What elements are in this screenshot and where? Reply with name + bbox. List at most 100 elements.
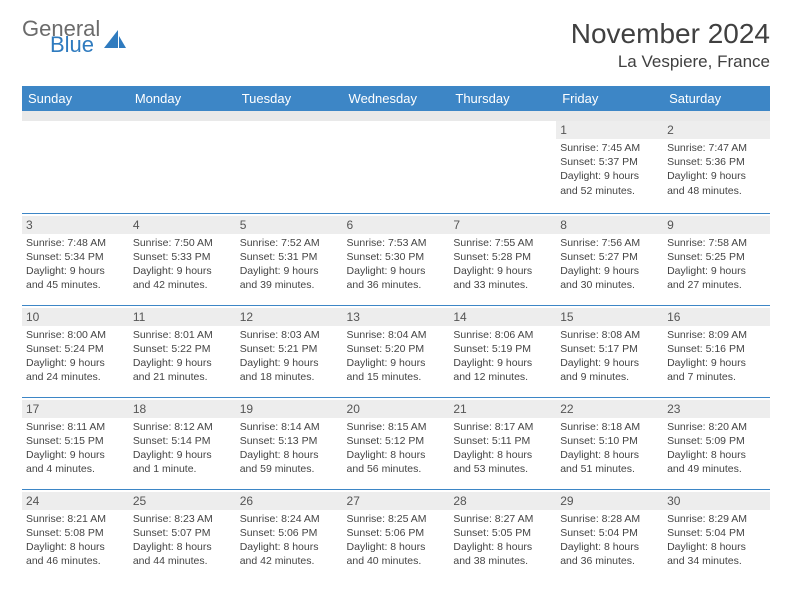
sunrise-text: Sunrise: 8:17 AM [453,420,552,434]
daylight-text: Daylight: 9 hours and 52 minutes. [560,169,659,197]
day-number: 1 [556,121,663,139]
day-number: 19 [236,400,343,418]
sunrise-text: Sunrise: 7:47 AM [667,141,766,155]
calendar-table: Sunday Monday Tuesday Wednesday Thursday… [22,86,770,581]
sunset-text: Sunset: 5:30 PM [347,250,446,264]
calendar-cell: 20Sunrise: 8:15 AMSunset: 5:12 PMDayligh… [343,397,450,489]
day-info: Sunrise: 8:00 AMSunset: 5:24 PMDaylight:… [26,328,125,385]
daylight-text: Daylight: 8 hours and 44 minutes. [133,540,232,568]
sunset-text: Sunset: 5:20 PM [347,342,446,356]
calendar-cell: 15Sunrise: 8:08 AMSunset: 5:17 PMDayligh… [556,305,663,397]
calendar-week: 1Sunrise: 7:45 AMSunset: 5:37 PMDaylight… [22,121,770,213]
sunrise-text: Sunrise: 8:25 AM [347,512,446,526]
sunset-text: Sunset: 5:13 PM [240,434,339,448]
calendar-cell: 13Sunrise: 8:04 AMSunset: 5:20 PMDayligh… [343,305,450,397]
col-friday: Friday [556,86,663,111]
sunset-text: Sunset: 5:19 PM [453,342,552,356]
calendar-cell: 29 Sunrise: 8:28 AMSunset: 5:04 PMDayligh… [556,489,663,581]
day-number: 8 [556,216,663,234]
day-info: Sunrise: 8:27 AMSunset: 5:05 PMDaylight:… [453,512,552,569]
sunrise-text: Sunrise: 8:12 AM [133,420,232,434]
sunset-text: Sunset: 5:15 PM [26,434,125,448]
day-info: Sunrise: 8:29 AMSunset: 5:04 PMDaylight:… [667,512,766,569]
calendar-cell: 25Sunrise: 8:23 AMSunset: 5:07 PMDayligh… [129,489,236,581]
sunrise-text: Sunrise: 8:20 AM [667,420,766,434]
sunrise-text: Sunrise: 7:53 AM [347,236,446,250]
calendar-cell: 11 Sunrise: 8:01 AMSunset: 5:22 PMDayligh… [129,305,236,397]
day-info: Sunrise: 8:11 AMSunset: 5:15 PMDaylight:… [26,420,125,477]
day-info: Sunrise: 7:58 AMSunset: 5:25 PMDaylight:… [667,236,766,293]
calendar-cell [129,121,236,213]
calendar-cell: 8 Sunrise: 7:56 AMSunset: 5:27 PMDaylight… [556,213,663,305]
daylight-text: Daylight: 9 hours and 48 minutes. [667,169,766,197]
day-info: Sunrise: 8:23 AMSunset: 5:07 PMDaylight:… [133,512,232,569]
day-number: 15 [556,308,663,326]
day-number: 2 [663,121,770,139]
day-info: Sunrise: 8:17 AMSunset: 5:11 PMDaylight:… [453,420,552,477]
month-title: November 2024 [571,18,770,50]
day-number: 21 [449,400,556,418]
day-info: Sunrise: 8:01 AMSunset: 5:22 PMDaylight:… [133,328,232,385]
sunrise-text: Sunrise: 7:50 AM [133,236,232,250]
col-wednesday: Wednesday [343,86,450,111]
header-spacer [22,111,770,121]
calendar-cell: 16Sunrise: 8:09 AMSunset: 5:16 PMDayligh… [663,305,770,397]
day-info: Sunrise: 7:56 AMSunset: 5:27 PMDaylight:… [560,236,659,293]
day-info: Sunrise: 8:25 AMSunset: 5:06 PMDaylight:… [347,512,446,569]
day-number: 5 [236,216,343,234]
sunrise-text: Sunrise: 7:45 AM [560,141,659,155]
calendar-cell: 9 Sunrise: 7:58 AMSunset: 5:25 PMDaylight… [663,213,770,305]
sunset-text: Sunset: 5:04 PM [667,526,766,540]
sunrise-text: Sunrise: 8:04 AM [347,328,446,342]
day-number: 6 [343,216,450,234]
day-number: 4 [129,216,236,234]
daylight-text: Daylight: 9 hours and 27 minutes. [667,264,766,292]
sunset-text: Sunset: 5:22 PM [133,342,232,356]
sunrise-text: Sunrise: 8:03 AM [240,328,339,342]
daylight-text: Daylight: 9 hours and 24 minutes. [26,356,125,384]
sunrise-text: Sunrise: 8:08 AM [560,328,659,342]
calendar-cell: 3Sunrise: 7:48 AMSunset: 5:34 PMDaylight… [22,213,129,305]
logo-text: General Blue [22,18,100,56]
sunrise-text: Sunrise: 7:55 AM [453,236,552,250]
day-info: Sunrise: 8:14 AMSunset: 5:13 PMDaylight:… [240,420,339,477]
calendar-cell [449,121,556,213]
calendar-cell: 27 Sunrise: 8:25 AMSunset: 5:06 PMDayligh… [343,489,450,581]
calendar-cell: 5Sunrise: 7:52 AMSunset: 5:31 PMDaylight… [236,213,343,305]
sunset-text: Sunset: 5:04 PM [560,526,659,540]
day-number: 14 [449,308,556,326]
col-thursday: Thursday [449,86,556,111]
daylight-text: Daylight: 9 hours and 42 minutes. [133,264,232,292]
day-number: 9 [663,216,770,234]
sunrise-text: Sunrise: 8:11 AM [26,420,125,434]
col-sunday: Sunday [22,86,129,111]
sunrise-text: Sunrise: 8:09 AM [667,328,766,342]
day-number: 11 [129,308,236,326]
daylight-text: Daylight: 8 hours and 34 minutes. [667,540,766,568]
sunrise-text: Sunrise: 8:01 AM [133,328,232,342]
day-info: Sunrise: 8:28 AMSunset: 5:04 PMDaylight:… [560,512,659,569]
daylight-text: Daylight: 9 hours and 7 minutes. [667,356,766,384]
calendar-week: 10Sunrise: 8:00 AMSunset: 5:24 PMDayligh… [22,305,770,397]
day-number: 28 [449,492,556,510]
calendar-week: 24Sunrise: 8:21 AMSunset: 5:08 PMDayligh… [22,489,770,581]
day-info: Sunrise: 8:04 AMSunset: 5:20 PMDaylight:… [347,328,446,385]
col-tuesday: Tuesday [236,86,343,111]
sunset-text: Sunset: 5:17 PM [560,342,659,356]
day-number: 27 [343,492,450,510]
sunset-text: Sunset: 5:12 PM [347,434,446,448]
calendar-cell: 14Sunrise: 8:06 AMSunset: 5:19 PMDayligh… [449,305,556,397]
sunrise-text: Sunrise: 8:28 AM [560,512,659,526]
daylight-text: Daylight: 9 hours and 12 minutes. [453,356,552,384]
daylight-text: Daylight: 8 hours and 40 minutes. [347,540,446,568]
calendar-cell: 10Sunrise: 8:00 AMSunset: 5:24 PMDayligh… [22,305,129,397]
daylight-text: Daylight: 8 hours and 46 minutes. [26,540,125,568]
sunset-text: Sunset: 5:07 PM [133,526,232,540]
sunset-text: Sunset: 5:37 PM [560,155,659,169]
day-number: 29 [556,492,663,510]
sunset-text: Sunset: 5:08 PM [26,526,125,540]
day-info: Sunrise: 7:48 AMSunset: 5:34 PMDaylight:… [26,236,125,293]
daylight-text: Daylight: 9 hours and 33 minutes. [453,264,552,292]
day-info: Sunrise: 7:45 AMSunset: 5:37 PMDaylight:… [560,141,659,198]
calendar-cell [343,121,450,213]
